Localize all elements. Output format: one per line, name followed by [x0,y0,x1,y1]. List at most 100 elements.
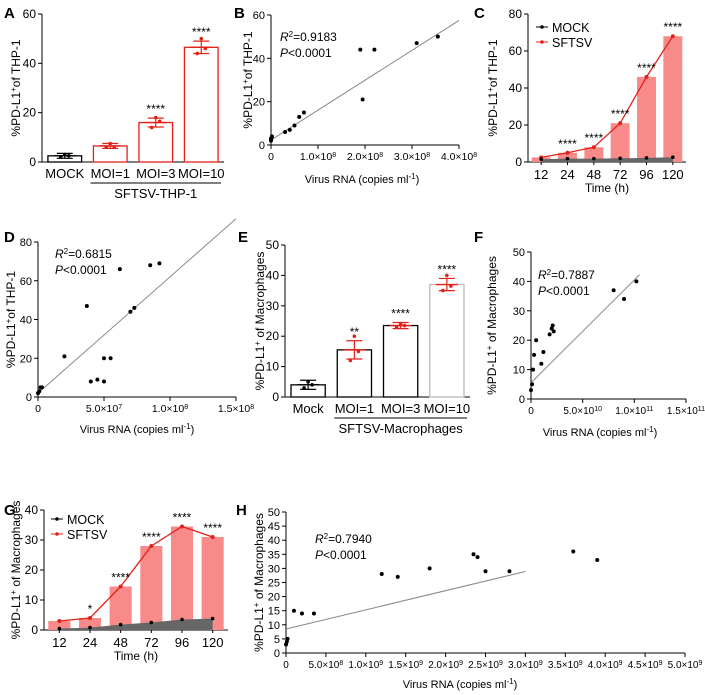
xlabel-text: Virus RNA (copies ml [80,424,184,436]
sftsv-point [180,524,184,529]
x-tick-mantissa: 5.0×10 [86,403,119,415]
ylabel-text: %PD-L1 [253,345,267,390]
data-point [58,155,63,159]
x-tick-mantissa: 2.0×10 [347,151,380,163]
x-tick-mantissa: 0 [268,151,274,163]
r2-value: =0.9183 [293,30,337,44]
ylabel-text: %PD-L1 [486,92,500,137]
y-tick-label: 50 [266,238,280,252]
sftsv-point [591,145,596,150]
data-point [66,154,71,158]
y-tick-label: 0 [259,140,265,152]
panel-letter: G [4,502,16,519]
data-point [402,323,407,328]
y-tick-label: 20 [266,329,280,343]
data-point [530,382,535,387]
y-tick-label: 60 [23,7,37,21]
data-point [395,574,400,579]
x-tick-exponent: 10 [594,406,602,413]
p-value: <0.0001 [288,46,332,60]
data-point [435,34,440,39]
y-tick-label: 20 [253,97,265,109]
p-value-label: P<0.0001 [280,46,332,60]
significance-label: **** [663,20,682,34]
ylabel-sup: + [4,318,13,323]
bar [138,121,174,163]
x-tick-label: 3.0×109 [508,660,543,672]
ylabel-text: of Macrophages [9,501,23,590]
data-point [529,388,533,393]
panel-letter: H [236,502,247,519]
sftsv-line [541,35,674,159]
y-tick-label: 20 [509,118,523,132]
x-tick-exponent: 8 [426,152,430,159]
ylabel-sup: + [252,602,261,607]
x-tick-exponent: 11 [646,406,653,413]
data-point [379,572,384,577]
sftsv-bar [663,36,683,163]
data-point [534,338,539,343]
x-axis-label: Virus RNA (copies ml-1) [403,677,518,692]
panel-letter: F [474,229,483,246]
category-label: MOI=10 [424,401,471,416]
y-tick-label: 40 [509,81,523,95]
x-tick-mantissa: 5.0×10 [668,660,699,671]
data-point [132,305,137,310]
p-value-label: P<0.0001 [55,263,107,277]
data-point [283,130,288,134]
data-point [95,377,100,382]
significance-label: **** [203,521,222,535]
ylabel-text: %PD-L1 [485,350,499,395]
x-tick-label: 0 [528,406,534,417]
sftsv-point [670,34,675,39]
x-axis-label: Virus RNA (copies ml-1) [305,172,420,187]
mock-point [210,616,215,621]
y-axis-label: %PD-L1+ of Macrophages [9,501,24,640]
data-point [102,379,106,384]
ylabel-text: of Macrophages [252,513,266,602]
x-tick-mantissa: 0 [283,660,289,671]
x-axis-label: Virus RNA (copies ml-1) [543,425,658,440]
data-point [157,261,162,266]
x-tick-mantissa: 0 [528,406,534,417]
y-tick-label: 20 [513,335,525,347]
y-axis-label: %PD-L1+of THP-1 [486,39,501,136]
data-point [611,288,616,293]
x-tick-label: 1.5×109 [388,660,423,672]
data-point [358,47,363,52]
x-tick-label: 0 [283,660,289,671]
ylabel-sup: + [485,345,494,350]
x-tick-label: 1.0×1011 [615,406,653,418]
data-point [311,611,316,616]
y-tick-label: 25 [268,578,280,590]
sftsv-point [118,584,123,589]
mock-point [618,156,622,161]
data-point [310,383,314,387]
y-tick-label: 80 [20,237,32,249]
category-label: 120 [662,167,684,182]
x-tick-exponent: 8 [184,404,188,411]
xlabel-text: ) [654,427,658,439]
y-tick-label: 30 [513,306,525,318]
regression-line [37,218,237,394]
x-tick-label: 3.0×108 [394,151,430,163]
significance-label: **** [192,25,211,39]
data-point [195,51,200,56]
xlabel-sup: -1 [506,677,514,686]
sftsv-point [644,74,649,79]
x-axis-label: Time (h) [585,181,629,195]
x-tick-label: 4.0×109 [588,660,623,672]
sftsv-point [149,544,154,548]
category-label: MOI=3 [136,166,175,181]
x-tick-exponent: 9 [579,660,583,667]
category-label: 48 [113,635,127,650]
y-tick-label: 20 [23,106,37,120]
y-tick-label: 50 [268,507,280,519]
significance-label: **** [111,571,130,585]
x-tick-label: 1.0×108 [152,403,188,415]
sftsv-point [565,150,570,155]
y-tick-label: 35 [268,549,280,561]
y-tick-label: 20 [268,592,280,604]
regression-line [285,571,526,630]
